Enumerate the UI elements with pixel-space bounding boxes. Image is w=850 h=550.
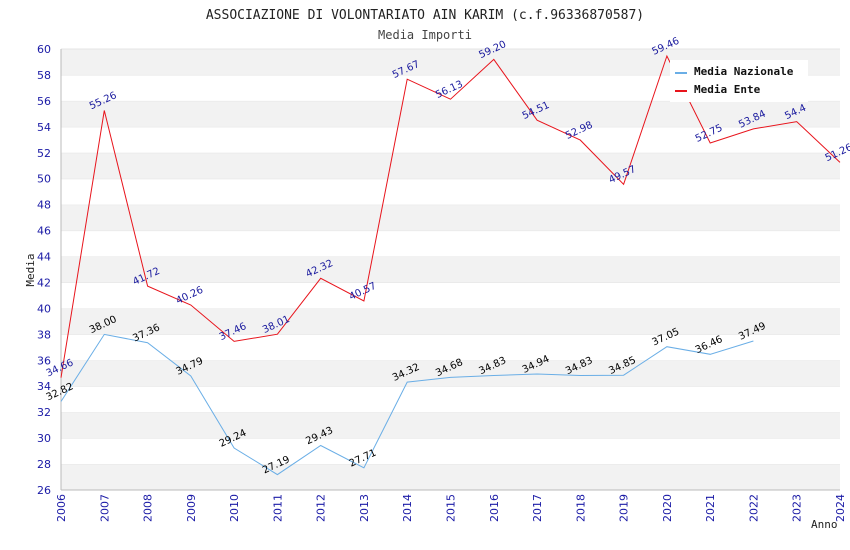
x-tick-label: 2013 [358, 494, 371, 522]
x-tick-label: 2015 [445, 494, 458, 522]
y-tick-labels: 26 28 30 32 34 36 38 40 42 44 46 48 50 52 54 56 58 60 [37, 43, 51, 497]
chart-title: ASSOCIAZIONE DI VOLONTARIATO AIN KARIM (… [206, 8, 644, 23]
series-line-media-ente [60, 54, 841, 378]
y-tick-label: 34 [37, 380, 51, 393]
y-tick-label: 52 [37, 147, 51, 160]
y-tick-label: 54 [37, 121, 51, 134]
x-tick-label: 2017 [531, 494, 544, 522]
grid-band [61, 360, 840, 387]
x-tick-label: 2012 [315, 494, 328, 522]
grid-band [61, 126, 840, 153]
x-tick-label: 2020 [661, 494, 674, 522]
y-tick-label: 56 [37, 95, 51, 108]
x-tick-label: 2009 [185, 494, 198, 522]
grid-band [61, 230, 840, 257]
y-tick-label: 32 [37, 406, 51, 419]
y-tick-label: 38 [37, 328, 51, 341]
grid-band [61, 334, 840, 361]
y-tick-label: 28 [37, 458, 51, 471]
y-tick-label: 60 [37, 43, 51, 56]
x-tick-label: 2023 [791, 494, 804, 522]
x-tick-label: 2011 [271, 494, 284, 522]
legend: Media Nazionale Media Ente [670, 60, 808, 102]
grid-band [61, 178, 840, 205]
x-tick-label: 2016 [488, 494, 501, 522]
y-tick-label: 48 [37, 199, 51, 212]
series-lines [60, 54, 841, 476]
y-tick-label: 58 [37, 69, 51, 82]
y-tick-label: 50 [37, 173, 51, 186]
x-axis-label: Anno [811, 518, 838, 531]
x-tick-label: 2007 [98, 494, 111, 522]
grid-band [61, 282, 840, 309]
grid-band [61, 152, 840, 179]
legend-label-media-nazionale: Media Nazionale [694, 65, 794, 78]
y-axis-label: Media [24, 253, 37, 286]
grid-band [61, 308, 840, 335]
legend-background [670, 60, 808, 102]
grid-band [61, 386, 840, 413]
grid-band [61, 100, 840, 127]
chart-subtitle: Media Importi [378, 28, 472, 42]
x-tick-label: 2018 [574, 494, 587, 522]
x-tick-labels: 2006 2007 2008 2009 2010 2011 2012 2013 2014 2015… [55, 494, 847, 522]
grid-bands [61, 48, 840, 490]
x-tick-label: 2010 [228, 494, 241, 522]
grid-band [61, 412, 840, 439]
grid-band [61, 438, 840, 465]
x-tick-label: 2008 [142, 494, 155, 522]
y-tick-label: 42 [37, 276, 51, 289]
series-line-media-nazionale [60, 333, 754, 476]
y-tick-label: 44 [37, 251, 51, 264]
y-tick-label: 30 [37, 432, 51, 445]
y-tick-label: 40 [37, 302, 51, 315]
y-tick-label: 46 [37, 225, 51, 238]
x-tick-label: 2014 [401, 494, 414, 522]
grid-band [61, 464, 840, 490]
x-tick-label: 2022 [747, 494, 760, 522]
y-tick-label: 36 [37, 354, 51, 367]
x-tick-label: 2021 [704, 494, 717, 522]
x-tick-label: 2006 [55, 494, 68, 522]
grid-band [61, 204, 840, 231]
legend-label-media-ente: Media Ente [694, 83, 761, 96]
x-tick-label: 2024 [834, 494, 847, 522]
x-tick-label: 2019 [618, 494, 631, 522]
y-tick-label: 26 [37, 484, 51, 497]
grid-band [61, 256, 840, 283]
